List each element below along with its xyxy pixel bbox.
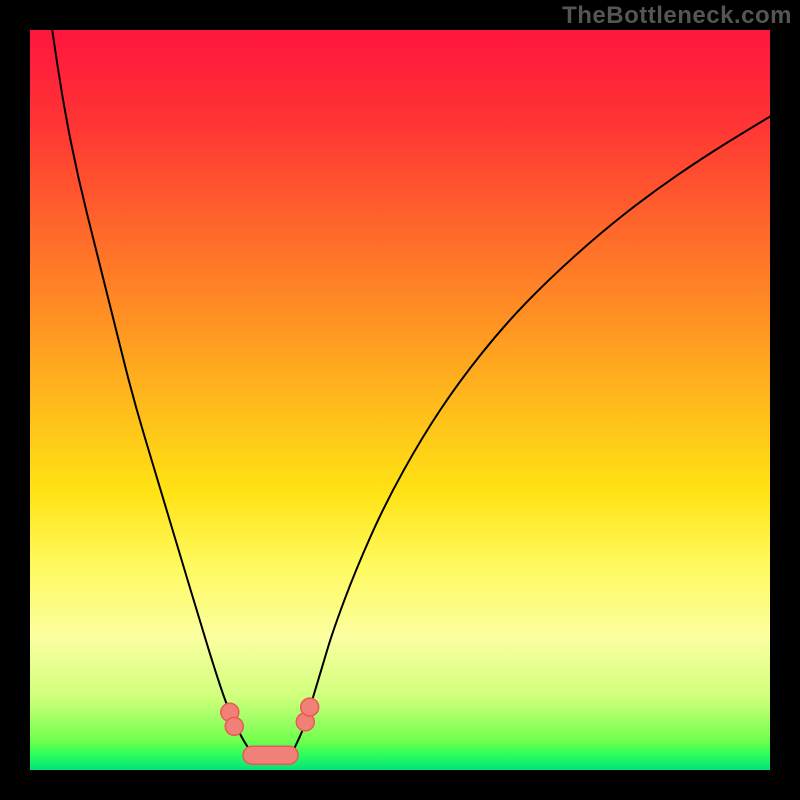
chart-frame: TheBottleneck.com (0, 0, 800, 800)
curve-left-branch (52, 30, 252, 753)
curve-layer (0, 0, 800, 800)
data-markers (221, 698, 319, 764)
marker-dot (225, 717, 243, 735)
marker-dot (301, 698, 319, 716)
curve-right-branch (293, 117, 770, 752)
marker-capsule (243, 746, 298, 764)
watermark-text: TheBottleneck.com (562, 2, 792, 30)
